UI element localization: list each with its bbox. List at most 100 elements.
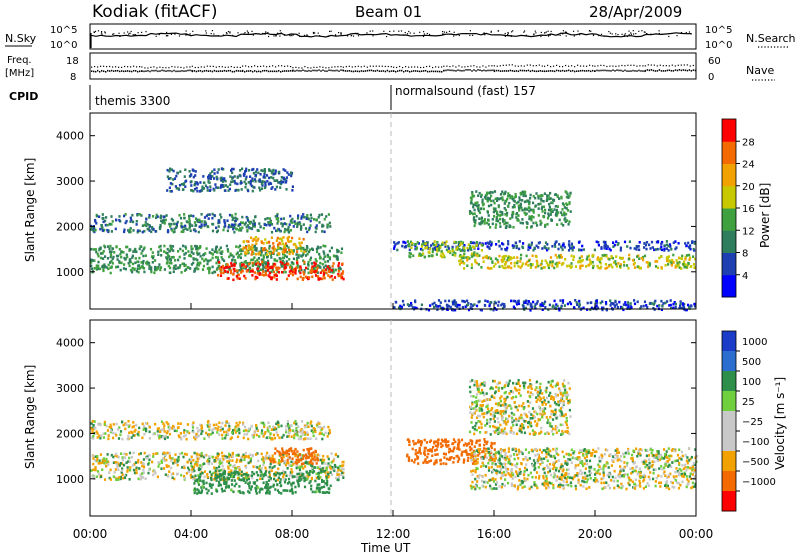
power-cell [250, 184, 253, 188]
power-cell [462, 256, 465, 260]
power-cell [172, 178, 175, 181]
power-cell [268, 224, 271, 227]
power-cell [309, 219, 312, 223]
noise-search-dot [289, 35, 291, 37]
power-cell [269, 220, 272, 223]
nave-dot [100, 65, 102, 67]
velocity-cell [315, 437, 318, 440]
velocity-cell [224, 455, 227, 458]
power-cell [552, 198, 555, 202]
nave-dot [174, 66, 176, 68]
velocity-cell [254, 465, 257, 469]
power-cell [182, 262, 185, 266]
power-cell [307, 277, 310, 281]
power-cell [123, 256, 126, 260]
freq-dot [316, 69, 318, 72]
power-cell [293, 267, 297, 271]
power-cell [254, 275, 257, 279]
power-cell [402, 240, 405, 244]
velocity-cell [143, 425, 146, 428]
power-region [458, 253, 697, 270]
noise-search-dot [628, 30, 630, 32]
power-cell [153, 267, 157, 271]
nave-dot [141, 66, 143, 68]
velocity-cell [130, 430, 133, 434]
power-cell [447, 250, 450, 253]
power-cell [221, 258, 224, 261]
power-cell [192, 257, 195, 260]
power-cell [578, 259, 581, 263]
velocity-cell [161, 457, 165, 461]
power-cell [519, 266, 522, 269]
power-cell [596, 306, 600, 310]
velocity-cell [165, 464, 168, 467]
velocity-cell [191, 423, 194, 426]
freq-dot [115, 70, 117, 72]
power-cell [672, 253, 675, 257]
power-cell [215, 268, 219, 271]
power-cell [602, 306, 605, 310]
noise-search-dot [192, 30, 194, 32]
power-cell [527, 264, 530, 267]
freq-dot [183, 70, 185, 72]
freq-dot [489, 69, 491, 72]
noise-search-dot [548, 34, 550, 37]
nave-dot [239, 66, 241, 69]
power-cell [399, 304, 402, 308]
noise-search-dot [419, 31, 421, 33]
power-cell [171, 219, 175, 222]
power-cell [492, 308, 495, 312]
power-cell [472, 218, 475, 221]
velocity-cell [163, 424, 166, 427]
power-cell [469, 196, 472, 200]
power-cell [652, 303, 656, 306]
velocity-cell [148, 437, 151, 440]
freq-dot [244, 70, 246, 73]
power-cell [423, 255, 426, 259]
power-cell [463, 252, 466, 256]
power-cell [262, 256, 265, 259]
power-cell [570, 265, 573, 268]
power-cell [557, 211, 560, 214]
noise-search-dot [129, 32, 131, 35]
velocity-cell [134, 461, 137, 464]
freq-dot [606, 69, 608, 72]
power-cell [234, 219, 237, 222]
power-cell [95, 222, 98, 225]
power-cell [558, 218, 561, 222]
power-cell [232, 227, 235, 231]
power-cell [105, 216, 108, 219]
velocity-cell [238, 466, 241, 470]
power-cell [254, 180, 257, 183]
power-cell [472, 205, 475, 209]
noise-search-dot [229, 31, 231, 33]
power-cell [513, 205, 516, 209]
power-cell [296, 263, 299, 267]
freq-dot [449, 69, 451, 72]
velocity-cell [243, 458, 246, 462]
freq-dot [159, 70, 161, 72]
power-cell [238, 222, 242, 226]
power-cell [163, 268, 166, 271]
power-cell [246, 250, 249, 254]
freq-dot [407, 70, 409, 72]
noise-search-dot [145, 31, 147, 33]
noise-search-dot [545, 31, 547, 33]
power-cell [604, 301, 608, 304]
power-region [166, 167, 294, 193]
power-cell [167, 254, 170, 257]
power-cell [262, 248, 265, 252]
power-cell [319, 261, 322, 265]
nave-dot [272, 65, 274, 67]
power-cell [188, 222, 191, 226]
power-cell [497, 300, 500, 304]
power-cell [503, 266, 506, 270]
freq-dot [346, 70, 349, 72]
power-cell [544, 300, 547, 304]
velocity-cell [268, 473, 271, 477]
velocity-cell [199, 423, 202, 427]
power-cell [264, 183, 267, 187]
power-cell [547, 194, 550, 197]
power-cell [582, 306, 585, 310]
velocity-cell [183, 477, 187, 480]
